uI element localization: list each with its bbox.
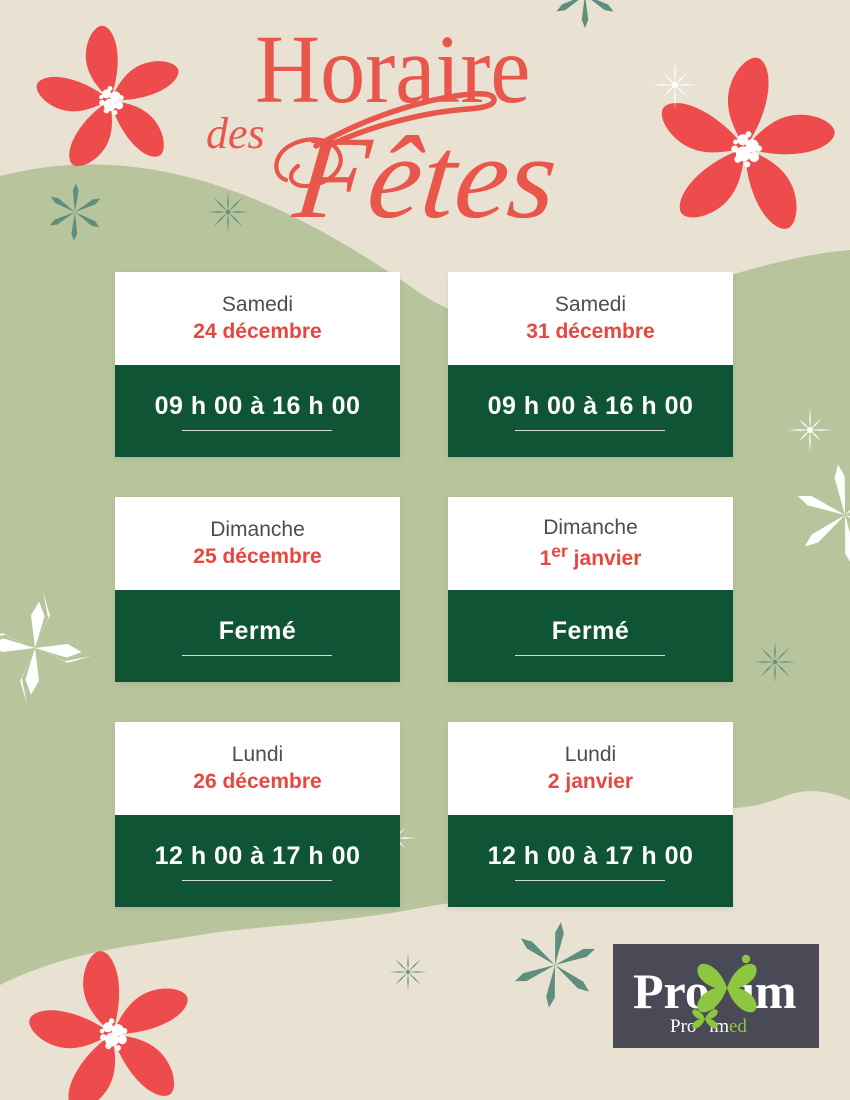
svg-text:ed: ed [729,1016,747,1037]
